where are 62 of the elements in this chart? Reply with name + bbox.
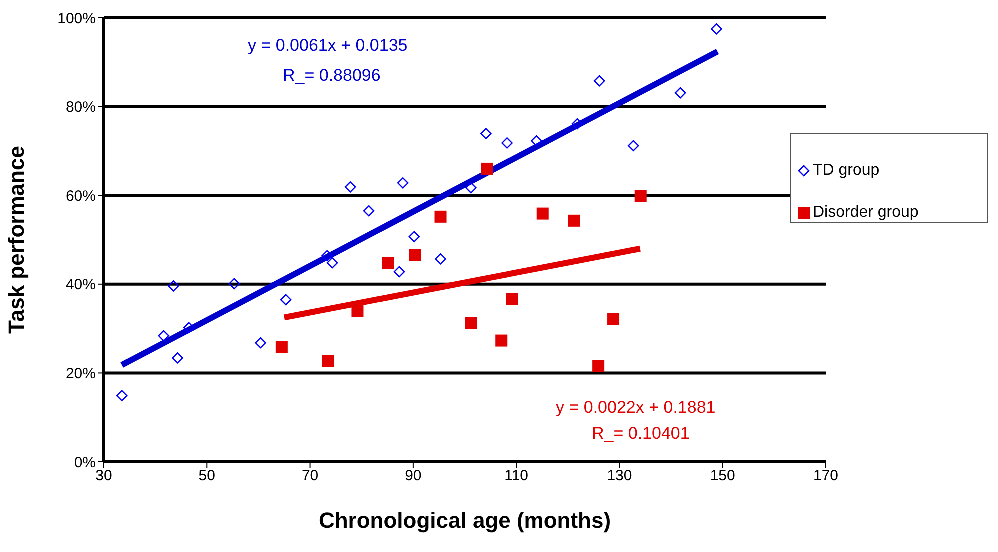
point [496, 334, 508, 347]
point [572, 118, 584, 130]
point [536, 208, 549, 220]
point [255, 337, 266, 349]
y-tick-label: 20% [66, 366, 96, 383]
x-tick-label: 130 [607, 468, 632, 485]
point [506, 293, 518, 306]
annotation: R_= 0.88096 [283, 66, 381, 86]
y-tick-label: 60% [66, 188, 96, 205]
point [466, 182, 477, 194]
y-tick-label: 0% [74, 454, 96, 472]
point [326, 257, 338, 269]
point [465, 317, 478, 330]
point [502, 138, 513, 149]
point [592, 360, 605, 372]
point [394, 266, 406, 278]
point [382, 257, 394, 270]
point [408, 231, 420, 243]
legend-label: TD group [813, 162, 880, 180]
point [434, 210, 447, 223]
point [168, 280, 180, 292]
point [628, 140, 640, 152]
x-tick-label: 110 [504, 468, 529, 485]
x-tick-label: 170 [813, 468, 839, 485]
point [634, 190, 647, 202]
point [344, 182, 356, 193]
point [352, 305, 364, 318]
y-tick-label: 80% [66, 99, 96, 116]
point [322, 250, 333, 262]
point [409, 249, 422, 262]
point [276, 341, 288, 354]
annotation: y = 0.0061x + 0.0135 [248, 36, 408, 56]
point [594, 75, 606, 87]
point [674, 87, 686, 99]
point [228, 278, 240, 290]
x-tick-label: 90 [405, 468, 422, 485]
point [568, 214, 580, 227]
legend-label: Disorder group [813, 204, 919, 222]
point [116, 390, 128, 402]
point [322, 355, 334, 368]
x-tick-label: 150 [710, 468, 736, 485]
annotation: R_= 0.10401 [592, 424, 690, 444]
point [158, 330, 170, 342]
y-tick-label: 40% [66, 276, 96, 294]
annotation: y = 0.0022x + 0.1881 [556, 398, 716, 418]
point [481, 162, 494, 175]
x-tick-label: 50 [198, 468, 216, 485]
point [480, 128, 492, 140]
point [711, 23, 722, 35]
point [172, 352, 184, 364]
point [183, 322, 195, 334]
point [608, 313, 620, 326]
point [280, 294, 292, 306]
y-axis-title: Task performance [4, 146, 29, 334]
x-axis-title: Chronological age (months) [318, 508, 612, 533]
x-tick-label: 30 [96, 468, 112, 485]
x-tick-label: 70 [302, 468, 319, 485]
point [397, 178, 409, 189]
point [435, 253, 446, 265]
point [363, 205, 375, 217]
y-tick-label: 100% [58, 10, 96, 28]
point [531, 135, 542, 147]
